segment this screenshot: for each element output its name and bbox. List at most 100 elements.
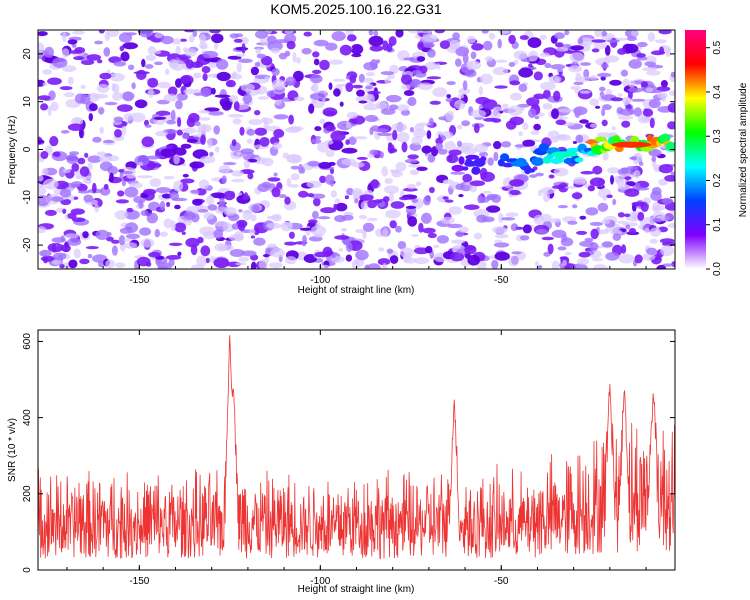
heatmap-blob <box>551 229 567 238</box>
heatmap-blob <box>519 35 529 40</box>
heatmap-blob <box>422 34 438 42</box>
heatmap-blob <box>118 235 126 246</box>
heatmap-blob <box>479 167 488 179</box>
heatmap-blob <box>170 59 186 71</box>
heatmap-blob <box>557 205 569 209</box>
heatmap-blob <box>156 99 170 105</box>
heatmap-blob <box>466 35 476 44</box>
heatmap-blob <box>601 119 608 127</box>
heatmap-blob <box>443 179 454 184</box>
heatmap-blob <box>363 103 380 111</box>
heatmap-blob <box>51 259 62 265</box>
heatmap-blob <box>363 61 378 71</box>
heatmap-blob <box>426 76 442 80</box>
heatmap-feature <box>538 143 550 152</box>
heatmap-blob <box>181 133 190 140</box>
heatmap-blob <box>206 195 215 206</box>
heatmap-blob <box>424 61 438 71</box>
colorbar-tick-label: 0.5 <box>712 40 723 54</box>
heatmap-blob <box>120 51 130 62</box>
heatmap-blob <box>269 262 283 269</box>
heatmap-blob <box>628 227 637 235</box>
heatmap-blob <box>528 63 533 68</box>
heatmap-blob <box>85 246 99 250</box>
heatmap-blob <box>64 233 79 239</box>
heatmap-blob <box>541 187 556 195</box>
heatmap-blob <box>146 212 158 224</box>
heatmap-blob <box>181 231 186 235</box>
heatmap-blob <box>389 220 397 229</box>
heatmap-blob <box>308 103 315 114</box>
heatmap-blob <box>458 194 464 198</box>
heatmap-blob <box>445 110 455 122</box>
heatmap-blob <box>111 239 120 244</box>
y-tick-label: 400 <box>22 409 33 426</box>
heatmap-blob <box>42 69 52 75</box>
heatmap-blob <box>347 34 357 42</box>
heatmap-blob <box>301 240 307 247</box>
heatmap-blob <box>601 218 611 225</box>
heatmap-blob <box>585 207 599 216</box>
heatmap-blob <box>602 151 609 161</box>
heatmap-blob <box>594 30 602 38</box>
heatmap-blob <box>278 194 287 199</box>
heatmap-blob <box>446 94 452 99</box>
heatmap-blob <box>387 73 395 80</box>
heatmap-blob <box>138 161 144 166</box>
heatmap-blob <box>509 80 521 86</box>
heatmap-blob <box>229 33 239 39</box>
heatmap-feature <box>574 157 584 163</box>
heatmap-blob <box>124 209 140 220</box>
heatmap-blob <box>59 86 73 91</box>
heatmap-blob <box>84 152 89 158</box>
heatmap-blob <box>519 107 525 111</box>
heatmap-blob <box>198 110 210 114</box>
heatmap-blob <box>407 216 418 227</box>
heatmap-blob <box>161 193 172 199</box>
heatmap-blob <box>274 99 282 106</box>
heatmap-blob <box>455 58 462 67</box>
heatmap-blob <box>298 163 304 174</box>
heatmap-blob <box>428 117 434 128</box>
heatmap-blob <box>417 82 433 91</box>
heatmap-blob <box>216 59 229 70</box>
heatmap-blob <box>73 248 81 259</box>
heatmap-blob <box>637 211 645 221</box>
heatmap-blob <box>303 31 312 37</box>
heatmap-blob <box>104 32 111 41</box>
heatmap-blob <box>508 255 520 267</box>
heatmap-blob <box>254 127 267 136</box>
heatmap-blob <box>160 148 177 157</box>
heatmap-blob <box>78 127 84 139</box>
heatmap-blob <box>637 115 651 124</box>
heatmap-blob <box>345 139 350 145</box>
heatmap-blob <box>618 253 635 264</box>
heatmap-blob <box>668 90 675 97</box>
heatmap-blob <box>173 147 187 156</box>
heatmap-blob <box>92 136 102 143</box>
heatmap-blob <box>209 30 221 34</box>
heatmap-blob <box>440 135 446 142</box>
heatmap-blob <box>606 39 620 43</box>
heatmap-blob <box>377 247 385 252</box>
heatmap-blob <box>480 73 493 85</box>
heatmap-blob <box>288 231 295 239</box>
heatmap-blob <box>328 82 333 90</box>
heatmap-blob <box>202 73 208 82</box>
heatmap-blob <box>144 64 154 69</box>
heatmap-blob <box>240 169 255 175</box>
heatmap-blob <box>271 68 280 76</box>
heatmap-blob <box>387 142 393 148</box>
heatmap-blob <box>307 160 320 167</box>
heatmap-blob <box>255 47 262 56</box>
heatmap-blob <box>248 119 263 125</box>
heatmap-blob <box>627 90 633 100</box>
heatmap-blob <box>376 132 393 137</box>
heatmap-blob <box>631 30 638 37</box>
heatmap-blob <box>495 59 508 63</box>
heatmap-blob <box>530 130 540 135</box>
heatmap-blob <box>407 96 417 107</box>
heatmap-blob <box>249 228 256 235</box>
heatmap-blob <box>617 115 634 120</box>
heatmap-blob <box>145 261 152 267</box>
